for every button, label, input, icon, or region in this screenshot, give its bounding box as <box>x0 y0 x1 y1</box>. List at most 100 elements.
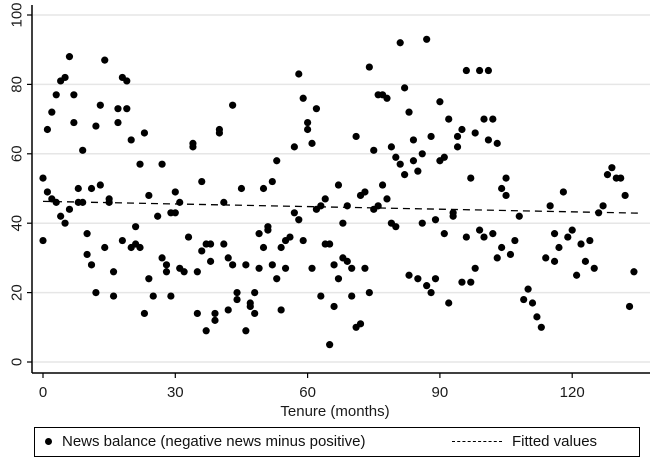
data-point <box>555 243 563 252</box>
data-point <box>118 236 126 245</box>
axes <box>27 5 650 378</box>
data-point <box>493 139 501 147</box>
legend-label: News balance (negative news minus positi… <box>62 433 366 450</box>
data-point <box>154 212 162 220</box>
data-point <box>52 91 60 99</box>
data-point <box>277 243 285 252</box>
data-point <box>462 66 470 75</box>
data-point <box>550 230 559 238</box>
data-point <box>65 53 74 61</box>
x-tick-label: 0 <box>39 384 47 401</box>
data-point <box>189 139 197 147</box>
data-point <box>224 254 232 262</box>
data-point <box>401 84 409 92</box>
data-point <box>220 198 228 206</box>
data-point <box>489 115 497 123</box>
data-point <box>193 268 201 276</box>
data-point <box>251 309 259 318</box>
legend-item-news-balance: News balance (negative news minus positi… <box>45 433 365 450</box>
data-point <box>158 254 166 262</box>
data-point <box>396 160 404 168</box>
data-point <box>471 129 479 137</box>
dashed-line-icon <box>452 441 502 442</box>
data-point <box>101 243 109 252</box>
data-point <box>542 254 550 262</box>
x-tick-labels: 0 30 60 90 120 <box>39 384 585 401</box>
data-point <box>409 136 418 144</box>
data-point <box>458 125 466 134</box>
data-point <box>206 240 215 248</box>
fitted-values-line <box>42 200 639 214</box>
data-point <box>268 261 276 269</box>
data-point <box>87 261 96 269</box>
data-point <box>317 292 325 300</box>
legend-item-fitted-values: Fitted values <box>452 433 597 450</box>
data-point <box>136 243 144 252</box>
data-point <box>365 289 373 297</box>
data-point <box>453 132 462 141</box>
data-point <box>573 271 581 279</box>
data-point <box>290 143 298 151</box>
data-point <box>365 63 373 71</box>
data-point <box>524 285 532 293</box>
data-point <box>506 250 515 259</box>
data-point <box>109 268 118 276</box>
data-point <box>343 202 351 210</box>
data-point <box>96 101 104 109</box>
data-point <box>586 236 594 245</box>
data-point <box>220 240 228 248</box>
data-point <box>511 236 519 245</box>
data-point <box>361 188 369 196</box>
data-point <box>48 108 56 116</box>
data-point <box>528 299 537 307</box>
data-point <box>423 282 431 290</box>
legend: News balance (negative news minus positi… <box>34 427 640 457</box>
y-tick-labels: 0 20 40 60 80 100 <box>9 2 26 366</box>
data-point <box>277 306 285 314</box>
data-point <box>57 212 65 220</box>
data-point <box>233 295 241 304</box>
y-tick-label: 20 <box>9 284 26 301</box>
data-point <box>550 257 559 265</box>
data-point <box>96 181 104 189</box>
x-axis-label: Tenure (months) <box>280 403 389 420</box>
data-point <box>224 306 232 314</box>
data-point <box>608 164 616 172</box>
data-point <box>502 191 510 200</box>
data-point <box>74 184 82 193</box>
data-point <box>356 320 365 328</box>
data-point <box>577 240 585 248</box>
data-point <box>237 184 246 193</box>
data-point <box>453 143 462 151</box>
data-point <box>515 212 523 220</box>
data-point <box>383 94 391 102</box>
data-point <box>162 268 171 276</box>
data-point <box>392 153 400 161</box>
data-point <box>378 181 387 189</box>
data-point <box>65 205 74 213</box>
x-tick-label: 30 <box>167 384 184 401</box>
data-point <box>132 223 140 231</box>
data-point <box>184 233 193 241</box>
data-point <box>61 219 69 227</box>
data-point <box>458 278 466 286</box>
data-point <box>273 275 281 283</box>
y-tick-label: 80 <box>9 76 26 93</box>
data-point <box>423 35 431 43</box>
data-point <box>206 257 215 265</box>
y-tick-label: 60 <box>9 145 26 162</box>
data-point <box>440 153 448 161</box>
data-point <box>83 230 91 238</box>
data-point <box>392 223 400 231</box>
data-point <box>427 132 435 141</box>
dot-marker-icon <box>45 438 52 445</box>
data-point <box>308 139 316 147</box>
data-point <box>286 233 294 241</box>
y-tick-label: 40 <box>9 215 26 232</box>
data-point <box>70 118 78 127</box>
data-point <box>268 177 276 186</box>
data-point <box>533 313 541 321</box>
data-point <box>145 191 153 200</box>
data-point <box>211 316 219 324</box>
